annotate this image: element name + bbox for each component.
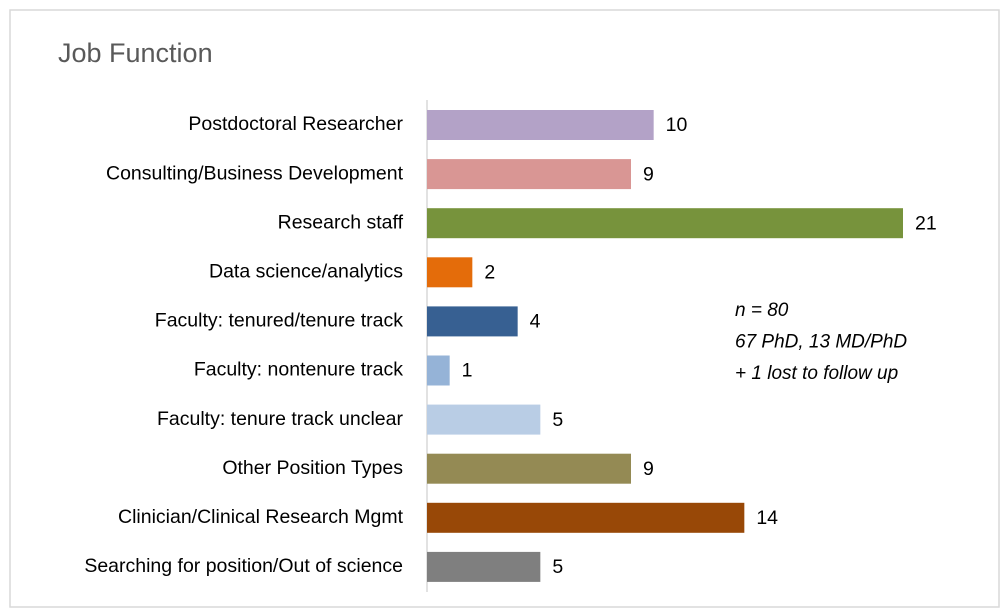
value-label: 1	[462, 360, 473, 382]
value-label: 5	[552, 409, 563, 431]
category-label: Faculty: tenure track unclear	[157, 408, 404, 430]
category-label: Consulting/Business Development	[106, 162, 404, 184]
value-label: 2	[484, 261, 495, 283]
bar	[427, 453, 631, 484]
category-label: Other Position Types	[222, 457, 403, 479]
bar	[427, 306, 518, 337]
value-label: 9	[643, 163, 654, 185]
value-label: 10	[666, 114, 688, 136]
bar	[427, 404, 541, 435]
bar	[427, 355, 450, 386]
value-label: 5	[552, 556, 563, 578]
category-label: Clinician/Clinical Research Mgmt	[118, 506, 404, 528]
category-label: Research staff	[278, 211, 404, 233]
value-label: 21	[915, 212, 937, 234]
annotation: n = 80	[735, 300, 789, 321]
category-label: Postdoctoral Researcher	[188, 113, 403, 135]
bar	[427, 551, 541, 582]
annotation: + 1 lost to follow up	[735, 363, 898, 384]
value-label: 14	[756, 507, 778, 529]
bar	[427, 159, 631, 190]
bar	[427, 502, 745, 533]
bar	[427, 208, 903, 239]
category-label: Faculty: nontenure track	[194, 359, 403, 381]
annotation: 67 PhD, 13 MD/PhD	[735, 332, 907, 353]
category-label: Faculty: tenured/tenure track	[155, 310, 403, 332]
value-label: 4	[530, 311, 541, 333]
chart-title: Job Function	[58, 38, 213, 68]
bar	[427, 257, 473, 288]
value-label: 9	[643, 458, 654, 480]
bar	[427, 110, 654, 140]
category-label: Data science/analytics	[209, 260, 403, 282]
category-label: Searching for position/Out of science	[84, 555, 403, 577]
